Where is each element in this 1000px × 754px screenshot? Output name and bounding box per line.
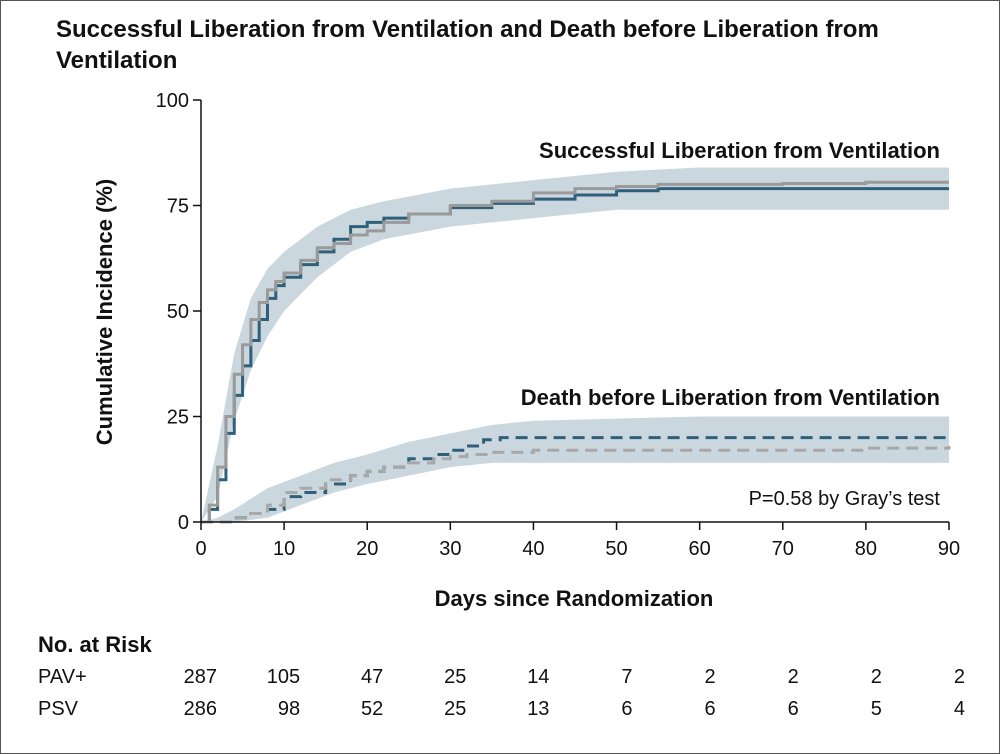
x-tick-label: 20 xyxy=(356,538,378,560)
x-tick-label: 50 xyxy=(605,538,627,560)
risk-value: 286 xyxy=(183,698,217,720)
risk-table-heading: No. at Risk xyxy=(38,632,152,657)
risk-value: 2 xyxy=(870,666,882,688)
confidence-bands xyxy=(201,167,949,522)
risk-value: 287 xyxy=(183,666,217,688)
risk-value: 25 xyxy=(444,666,467,688)
risk-value: 6 xyxy=(787,698,799,720)
series-lines xyxy=(201,180,951,524)
risk-value: 6 xyxy=(621,698,633,720)
x-tick-label: 30 xyxy=(439,538,461,560)
risk-value: 13 xyxy=(527,698,550,720)
risk-value: 2 xyxy=(953,666,965,688)
y-tick-label: 25 xyxy=(167,407,189,429)
annotation-death: Death before Liberation from Ventilation xyxy=(521,385,940,410)
y-tick-label: 0 xyxy=(178,512,189,534)
series-line-liberation-psv xyxy=(201,180,949,524)
series-line-death-psv xyxy=(201,446,951,524)
p-value-label: P=0.58 by Gray’s test xyxy=(749,488,941,510)
risk-row-pav: PAV+ 287 105 47 25 14 7 2 2 2 2 xyxy=(0,666,1000,694)
y-tick-label: 100 xyxy=(156,90,189,112)
axes: 0 10 20 30 40 50 60 70 80 90 0 25 50 75 100 xyxy=(156,90,961,560)
confidence-band-death xyxy=(201,416,949,522)
risk-value: 6 xyxy=(704,698,716,720)
series-line-liberation-pav xyxy=(201,187,949,524)
x-tick-label: 10 xyxy=(273,538,295,560)
risk-value: 14 xyxy=(527,666,550,688)
annotation-liberation: Successful Liberation from Ventilation xyxy=(539,138,940,163)
risk-value: 25 xyxy=(444,698,467,720)
x-tick-label: 60 xyxy=(689,538,711,560)
risk-value: 52 xyxy=(360,698,384,720)
y-tick-label: 75 xyxy=(167,196,189,218)
x-tick-label: 80 xyxy=(855,538,877,560)
x-tick-label: 90 xyxy=(938,538,960,560)
x-tick-label: 0 xyxy=(195,538,206,560)
risk-value: 47 xyxy=(360,666,384,688)
risk-row-psv: PSV 286 98 52 25 13 6 6 6 5 4 xyxy=(0,698,1000,726)
risk-value: 2 xyxy=(787,666,799,688)
risk-value: 2 xyxy=(704,666,716,688)
risk-value: 4 xyxy=(953,698,965,720)
y-axis-label: Cumulative Incidence (%) xyxy=(92,179,117,446)
risk-value: 7 xyxy=(621,666,633,688)
risk-row-label: PSV xyxy=(38,698,79,720)
confidence-band-liberation xyxy=(201,167,949,522)
x-tick-label: 40 xyxy=(522,538,544,560)
risk-value: 98 xyxy=(277,698,301,720)
x-tick-label: 70 xyxy=(772,538,794,560)
x-axis-label: Days since Randomization xyxy=(435,586,714,611)
chart-title: Successful Liberation from Ventilation a… xyxy=(56,16,879,74)
risk-value: 105 xyxy=(266,666,301,688)
y-tick-label: 50 xyxy=(167,301,189,323)
chart-area: 0 10 20 30 40 50 60 70 80 90 0 25 50 75 100 Successful… xyxy=(92,90,961,611)
risk-value: 5 xyxy=(870,698,882,720)
risk-row-label: PAV+ xyxy=(38,666,87,688)
